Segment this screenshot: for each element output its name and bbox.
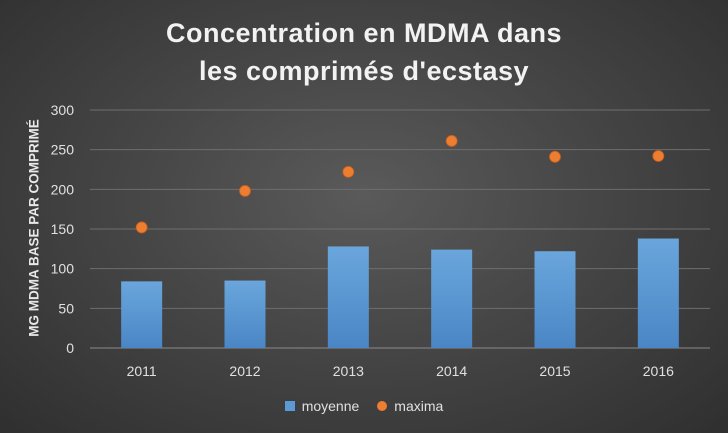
- y-tick-label-300: 300: [51, 102, 75, 118]
- x-tick-label-2013: 2013: [333, 363, 364, 379]
- legend-swatch-moyenne: [284, 401, 295, 411]
- y-tick-label-50: 50: [58, 300, 74, 316]
- y-tick-label-150: 150: [51, 221, 75, 237]
- chart-title-line-2: les comprimés d'ecstasy: [198, 56, 530, 86]
- x-tick-label-2016: 2016: [643, 363, 674, 379]
- x-tick-label-2014: 2014: [436, 363, 467, 379]
- legend-label-maxima: maxima: [394, 398, 444, 414]
- x-tick-label-2011: 2011: [127, 363, 157, 379]
- y-tick-label-100: 100: [51, 261, 75, 277]
- x-tick-label-2015: 2015: [539, 363, 570, 379]
- bar-moyenne-2012: [224, 280, 266, 348]
- point-maxima-2015: [549, 150, 561, 163]
- point-maxima-2013: [342, 165, 355, 178]
- y-tick-label-200: 200: [51, 181, 75, 197]
- point-maxima-2016: [652, 150, 665, 162]
- point-maxima-2011: [135, 221, 148, 234]
- bar-moyenne-2014: [431, 249, 473, 348]
- point-maxima-2012: [239, 185, 251, 197]
- legend-item-moyenne: moyenne: [284, 398, 360, 414]
- x-tick-label-2012: 2012: [229, 363, 260, 379]
- bar-moyenne-2013: [327, 246, 369, 348]
- legend: moyenne maxima: [0, 398, 728, 414]
- bar-moyenne-2016: [637, 238, 679, 348]
- bar-moyenne-2015: [534, 251, 576, 348]
- legend-label-moyenne: moyenne: [301, 398, 360, 414]
- legend-swatch-maxima: [377, 401, 388, 411]
- chart-title-line-1: Concentration en MDMA dans: [165, 18, 562, 48]
- y-tick-label-0: 0: [66, 340, 74, 356]
- y-tick-label-250: 250: [51, 142, 75, 158]
- legend-item-maxima: maxima: [377, 398, 443, 414]
- chart-title: Concentration en MDMA dans les comprimés…: [0, 14, 728, 90]
- bar-moyenne-2011: [121, 281, 163, 348]
- point-maxima-2014: [445, 135, 458, 147]
